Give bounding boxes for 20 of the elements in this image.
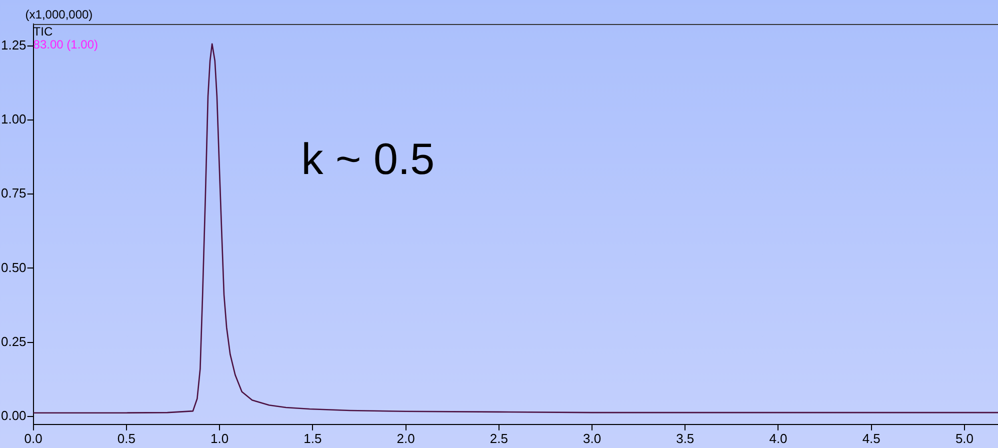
- x-tick-label: 1.5: [304, 430, 322, 446]
- y-tick-label: 1.25: [0, 38, 26, 53]
- x-tick-label: 4.0: [769, 430, 788, 446]
- y-tick-label: 0.75: [0, 186, 26, 201]
- x-tick-label: 4.5: [862, 430, 880, 446]
- annotation: k ~ 0.5: [301, 135, 435, 184]
- x-tick-label: 0.0: [24, 430, 42, 446]
- x-tick-label: 1.0: [210, 430, 229, 446]
- annotation: TIC: [33, 24, 53, 38]
- x-tick-label: 2.5: [490, 430, 508, 446]
- y-tick-label: 1.00: [0, 112, 26, 127]
- x-tick-label: 3.0: [582, 430, 602, 446]
- x-tick-label: 0.5: [117, 430, 136, 446]
- y-axis-title: (x1,000,000): [25, 7, 93, 22]
- y-tick-label: 0.50: [0, 260, 26, 275]
- x-tick-label: 5.0: [955, 430, 974, 446]
- y-tick-label: 0.25: [0, 334, 26, 349]
- x-tick-label: 3.5: [676, 430, 694, 446]
- y-tick-label: 0.00: [0, 408, 26, 423]
- x-tick-label: 2.0: [396, 430, 415, 446]
